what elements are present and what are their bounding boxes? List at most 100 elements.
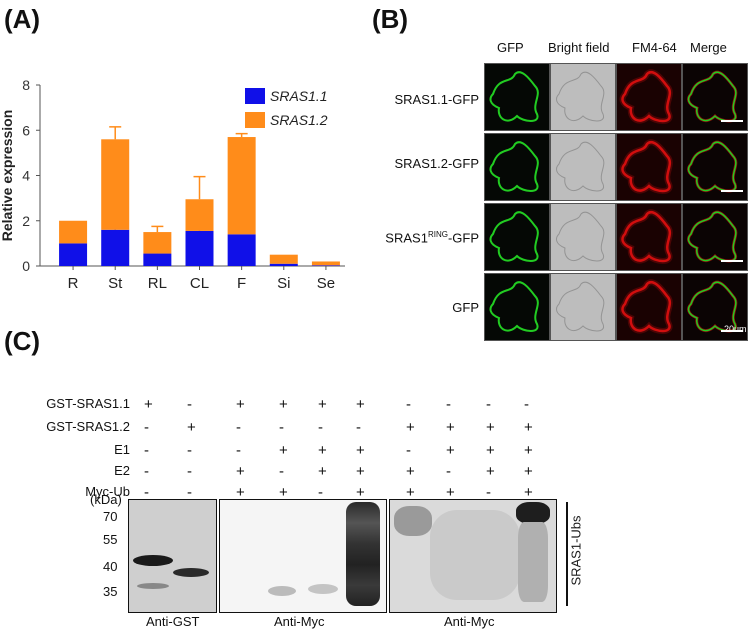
cell-outline (489, 71, 539, 122)
condition-sign: + (187, 419, 196, 436)
condition-sign: - (144, 442, 149, 459)
blot-anti-gst (128, 499, 217, 613)
micrograph-texture (619, 139, 673, 194)
condition-sign: + (318, 463, 327, 480)
condition-sign: - (187, 442, 192, 459)
condition-sign: - (187, 484, 192, 501)
marker-70: 70 (103, 509, 118, 524)
micrograph-r2-merge (682, 133, 748, 201)
y-axis-label: Relative expression (0, 110, 15, 242)
condition-sign: - (279, 419, 284, 436)
condition-sign: + (524, 442, 533, 459)
condition-sign: + (356, 442, 365, 459)
ubs-bracket-label: SRAS1-Ubs (568, 515, 584, 586)
micrograph-r4-gfp (484, 273, 550, 341)
condition-sign: + (446, 484, 455, 501)
micrograph-texture (687, 140, 738, 193)
band-myc11-lane4 (308, 584, 338, 594)
condition-sign: + (236, 484, 245, 501)
condition-sign: - (236, 442, 241, 459)
micrograph-r1-fm (616, 63, 682, 131)
bar-CL-SRAS1.2 (185, 199, 214, 231)
bar-R-SRAS1.2 (59, 220, 88, 244)
condition-sign: + (236, 396, 245, 413)
bar-Si-SRAS1.1 (269, 263, 298, 266)
bar-St-SRAS1.1 (101, 229, 130, 266)
condition-sign: + (279, 442, 288, 459)
row-label-sras11-gfp: SRAS1.1-GFP (394, 92, 479, 107)
condition-sign: + (406, 463, 415, 480)
blot-anti-myc-sras11 (219, 499, 387, 613)
legend-label-SRAS1.1: SRAS1.1 (270, 88, 328, 104)
panel-a-letter: (A) (4, 4, 41, 34)
x-tick-label: R (68, 275, 79, 292)
condition-sign: + (356, 463, 365, 480)
condition-label-gst-sras1-2: GST-SRAS1.2 (46, 419, 130, 434)
column-header-fm4-64: FM4-64 (632, 40, 677, 55)
cell-outline (556, 71, 605, 122)
y-tick-label: 2 (22, 213, 30, 229)
cell-outline (619, 209, 673, 264)
scale-bar (721, 260, 743, 262)
x-tick-label: F (237, 275, 246, 292)
micrograph-texture (556, 211, 605, 262)
micrograph-r4-merge (682, 273, 748, 341)
condition-sign: - (406, 442, 411, 459)
column-header-gfp: GFP (497, 40, 524, 55)
micrograph-r3-merge (682, 203, 748, 271)
cell-outline (619, 69, 673, 124)
micrograph-texture (619, 209, 673, 264)
row-label-sras1-ring-gfp: SRAS1RING-GFP (385, 230, 479, 246)
condition-label-e1: E1 (114, 442, 130, 457)
band-myc12-ladder-tail (518, 522, 548, 602)
condition-sign: - (144, 419, 149, 436)
legend-swatch-SRAS1.2 (245, 112, 265, 128)
micrograph-r3-fm (616, 203, 682, 271)
blot-anti-myc-sras12 (389, 499, 557, 613)
cell-outline (556, 281, 605, 332)
micrograph-r2-fm (616, 133, 682, 201)
condition-sign: + (446, 442, 455, 459)
marker-55: 55 (103, 532, 118, 547)
micrograph-texture (556, 281, 605, 332)
micrograph-texture (556, 141, 605, 192)
micrograph-texture (489, 211, 539, 262)
marker-40: 40 (103, 559, 118, 574)
y-tick-label: 4 (22, 168, 30, 184)
band-gst-sras11 (133, 555, 173, 566)
micrograph-r3-gfp (484, 203, 550, 271)
cell-outline (556, 211, 605, 262)
condition-sign: - (236, 419, 241, 436)
cell-outline (687, 211, 737, 262)
x-tick-label: RL (148, 275, 167, 292)
micrograph-r2-gfp (484, 133, 550, 201)
bar-F-SRAS1.1 (227, 234, 256, 266)
bar-R-SRAS1.1 (59, 243, 88, 266)
condition-sign: - (446, 396, 451, 413)
panel-b-letter: (B) (372, 4, 409, 34)
bar-Se-SRAS1.2 (311, 261, 340, 266)
micrograph-texture (556, 71, 605, 122)
condition-sign: - (446, 463, 451, 480)
cell-outline (489, 141, 539, 192)
condition-sign: - (187, 396, 192, 413)
cell-outline (489, 211, 539, 262)
cell-outline (619, 139, 673, 194)
panel-a-chart: 0 2 4 6 8 Relative expression R St RL CL F Si Se SRAS… (0, 77, 345, 292)
condition-sign: - (318, 484, 323, 501)
condition-sign: + (236, 463, 245, 480)
micrograph-texture (687, 70, 738, 123)
micrograph-r1-gfp (484, 63, 550, 131)
condition-sign: + (486, 463, 495, 480)
condition-sign: + (279, 484, 288, 501)
band-myc11-lane3 (268, 586, 296, 596)
band-myc12-lane1 (394, 506, 432, 536)
condition-label-e2: E2 (114, 463, 130, 478)
cell-outline (687, 281, 737, 332)
marker-35: 35 (103, 584, 118, 599)
condition-sign: - (406, 396, 411, 413)
micrograph-texture (619, 279, 673, 334)
condition-sign: - (144, 463, 149, 480)
micrograph-texture (687, 210, 738, 263)
condition-sign: + (318, 396, 327, 413)
